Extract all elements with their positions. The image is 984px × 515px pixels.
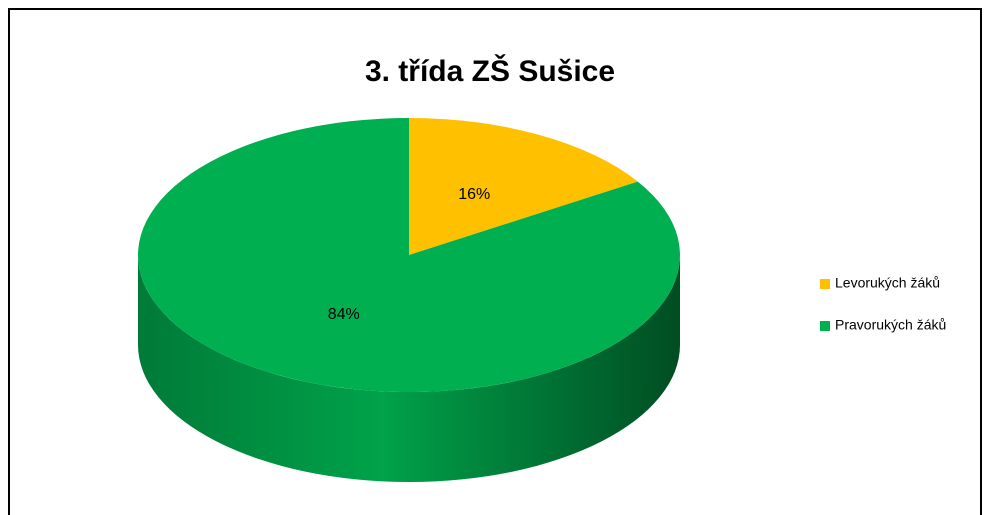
pie-side [138,255,680,482]
data-label: 16% [458,186,490,203]
legend-swatch [820,321,830,331]
pie-slice [409,118,638,255]
legend-label: Pravorukých žáků [835,317,946,333]
legend-label: Levorukých žáků [835,275,940,291]
pie-slice [138,118,681,393]
chart-title: 3. třída ZŠ Sušice [365,54,615,88]
legend-swatch [820,279,830,289]
data-label: 84% [328,306,360,323]
